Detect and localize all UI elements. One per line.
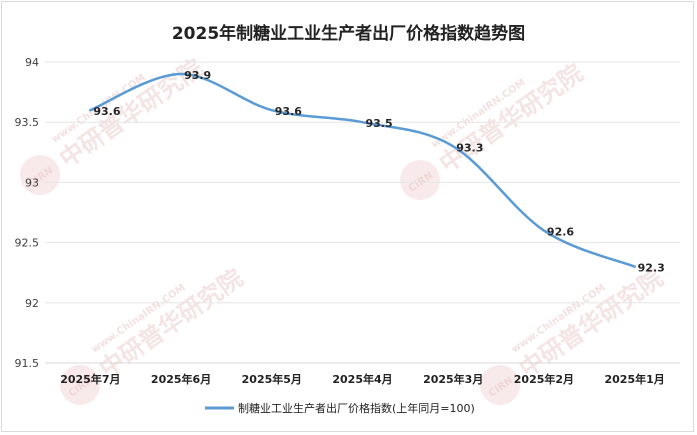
legend: 制糖业工业生产者出厂价格指数(上年同月=100) — [205, 401, 475, 415]
x-tick-label: 2025年1月 — [605, 372, 665, 386]
watermark-logo-circle — [400, 160, 440, 200]
data-labels: 93.6 93.9 93.6 93.5 93.3 92.6 92.3 — [93, 69, 664, 275]
y-axis-ticks: 94 93.5 93 92.5 92 91.5 — [15, 56, 40, 370]
y-tick-label: 94 — [25, 56, 39, 69]
x-tick-label: 2025年3月 — [423, 372, 483, 386]
data-label: 93.5 — [366, 117, 393, 130]
x-tick-label: 2025年7月 — [60, 372, 120, 386]
data-label: 93.6 — [275, 105, 302, 118]
data-label: 93.6 — [93, 105, 120, 118]
x-tick-label: 2025年5月 — [242, 372, 302, 386]
y-tick-label: 91.5 — [15, 357, 40, 370]
watermark-brand-cn: 中研普华研究院 — [514, 264, 668, 383]
data-label: 92.6 — [547, 226, 574, 239]
gridlines — [45, 61, 680, 364]
series-line — [89, 72, 636, 268]
watermark-logo-circle — [60, 365, 100, 405]
watermark-brand-cn: 中研普华研究院 — [94, 264, 248, 383]
x-tick-label: 2025年6月 — [151, 372, 211, 386]
legend-label: 制糖业工业生产者出厂价格指数(上年同月=100) — [238, 401, 475, 415]
data-label: 92.3 — [638, 262, 665, 275]
watermark-brand-cn: 中研普华研究院 — [434, 59, 588, 178]
watermark-logo-circle — [20, 155, 60, 195]
y-tick-label: 93.5 — [15, 116, 40, 129]
x-tick-label: 2025年2月 — [514, 372, 574, 386]
watermark-logo-circle — [480, 365, 520, 405]
data-label: 93.9 — [184, 69, 211, 82]
data-label: 93.3 — [456, 141, 483, 154]
chart-title: 2025年制糖业工业生产者出厂价格指数趋势图 — [171, 24, 526, 44]
x-tick-label: 2025年4月 — [332, 372, 392, 386]
x-axis-ticks: 2025年7月 2025年6月 2025年5月 2025年4月 2025年3月 2025年… — [60, 372, 665, 386]
series-layer — [89, 72, 636, 268]
y-tick-label: 93 — [25, 176, 39, 189]
y-tick-label: 92 — [25, 297, 39, 310]
y-tick-label: 92.5 — [15, 237, 40, 250]
